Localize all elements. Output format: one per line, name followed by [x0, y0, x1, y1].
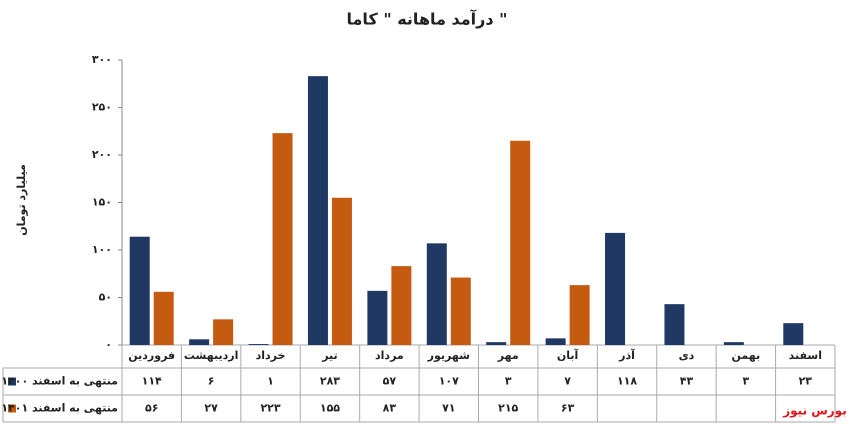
x-tick-label: مهر	[497, 349, 519, 362]
bar	[391, 266, 412, 345]
bar	[213, 319, 234, 345]
bar	[307, 76, 328, 346]
bar	[189, 339, 210, 345]
table-value: ۷	[564, 375, 571, 388]
y-tick-label: ۰	[105, 338, 112, 351]
table-value: ۲۱۵	[498, 402, 518, 415]
x-tick-label: دی	[679, 349, 695, 362]
bar	[486, 342, 507, 345]
bar	[723, 342, 744, 345]
x-tick-label: آذر	[618, 348, 635, 362]
x-tick-label: آبان	[557, 348, 579, 362]
table-value: ۳	[505, 375, 512, 388]
table-value: ۳	[743, 375, 750, 388]
x-tick-label: اسفند	[789, 349, 822, 362]
y-tick-label: ۱۵۰	[92, 196, 112, 209]
table-value: ۱۵۵	[320, 402, 340, 415]
chart-title: درآمد ماهانه " کاما "	[347, 9, 508, 29]
table-value: ۴۳	[680, 375, 694, 388]
table-value: ۵۶	[145, 402, 158, 415]
y-tick-label: ۲۵۰	[92, 101, 112, 114]
x-tick-label: خرداد	[256, 349, 286, 362]
x-tick-label: فروردین	[128, 349, 175, 362]
bar	[450, 277, 471, 345]
table-value: ۲۸۳	[320, 375, 340, 388]
y-tick-label: ۵۰	[99, 291, 112, 304]
bar	[426, 243, 447, 345]
bar	[331, 197, 352, 345]
bar	[272, 133, 293, 345]
bar	[367, 290, 388, 345]
bar	[153, 291, 174, 345]
y-tick-label: ۲۰۰	[92, 148, 112, 161]
table-value: ۱۱۴	[142, 375, 162, 388]
table-value: ۶۳	[561, 402, 575, 415]
x-tick-label: مرداد	[375, 349, 404, 362]
table-value: ۸۳	[383, 402, 397, 415]
legend-label: منتهی به اسفند ۱۴۰۰	[1, 375, 118, 388]
y-tick-label: ۱۰۰	[92, 243, 112, 256]
x-tick-label: بهمن	[732, 349, 761, 362]
bar	[569, 285, 590, 345]
table-value: ۱۰۷	[439, 375, 459, 388]
table-value: ۲۳	[799, 375, 813, 388]
table-value: ۱	[267, 375, 274, 388]
bar	[129, 236, 150, 345]
table-value: ۲۲۳	[260, 402, 280, 415]
table-value: ۶	[208, 375, 215, 388]
table-value: ۱۱۸	[617, 375, 637, 388]
y-tick-label: ۳۰۰	[92, 53, 112, 66]
table-value: ۵۷	[383, 375, 397, 388]
x-tick-label: شهریور	[427, 349, 470, 362]
legend-swatch	[8, 404, 16, 413]
source: بورس نیوز	[782, 404, 847, 419]
bar	[664, 304, 685, 345]
table-value: ۲۷	[204, 402, 218, 415]
y-axis-label: میلیارد تومان	[15, 164, 28, 236]
bar	[545, 338, 566, 345]
x-tick-label: اردیبهشت	[184, 349, 238, 362]
table-value: ۷۱	[442, 402, 455, 415]
legend-swatch	[8, 377, 16, 386]
bar	[248, 344, 269, 345]
bar	[783, 323, 804, 345]
bar	[510, 140, 531, 345]
legend-label: منتهی به اسفند ۱۴۰۱	[1, 402, 118, 415]
x-tick-label: تیر	[321, 349, 337, 362]
bar	[605, 232, 626, 345]
